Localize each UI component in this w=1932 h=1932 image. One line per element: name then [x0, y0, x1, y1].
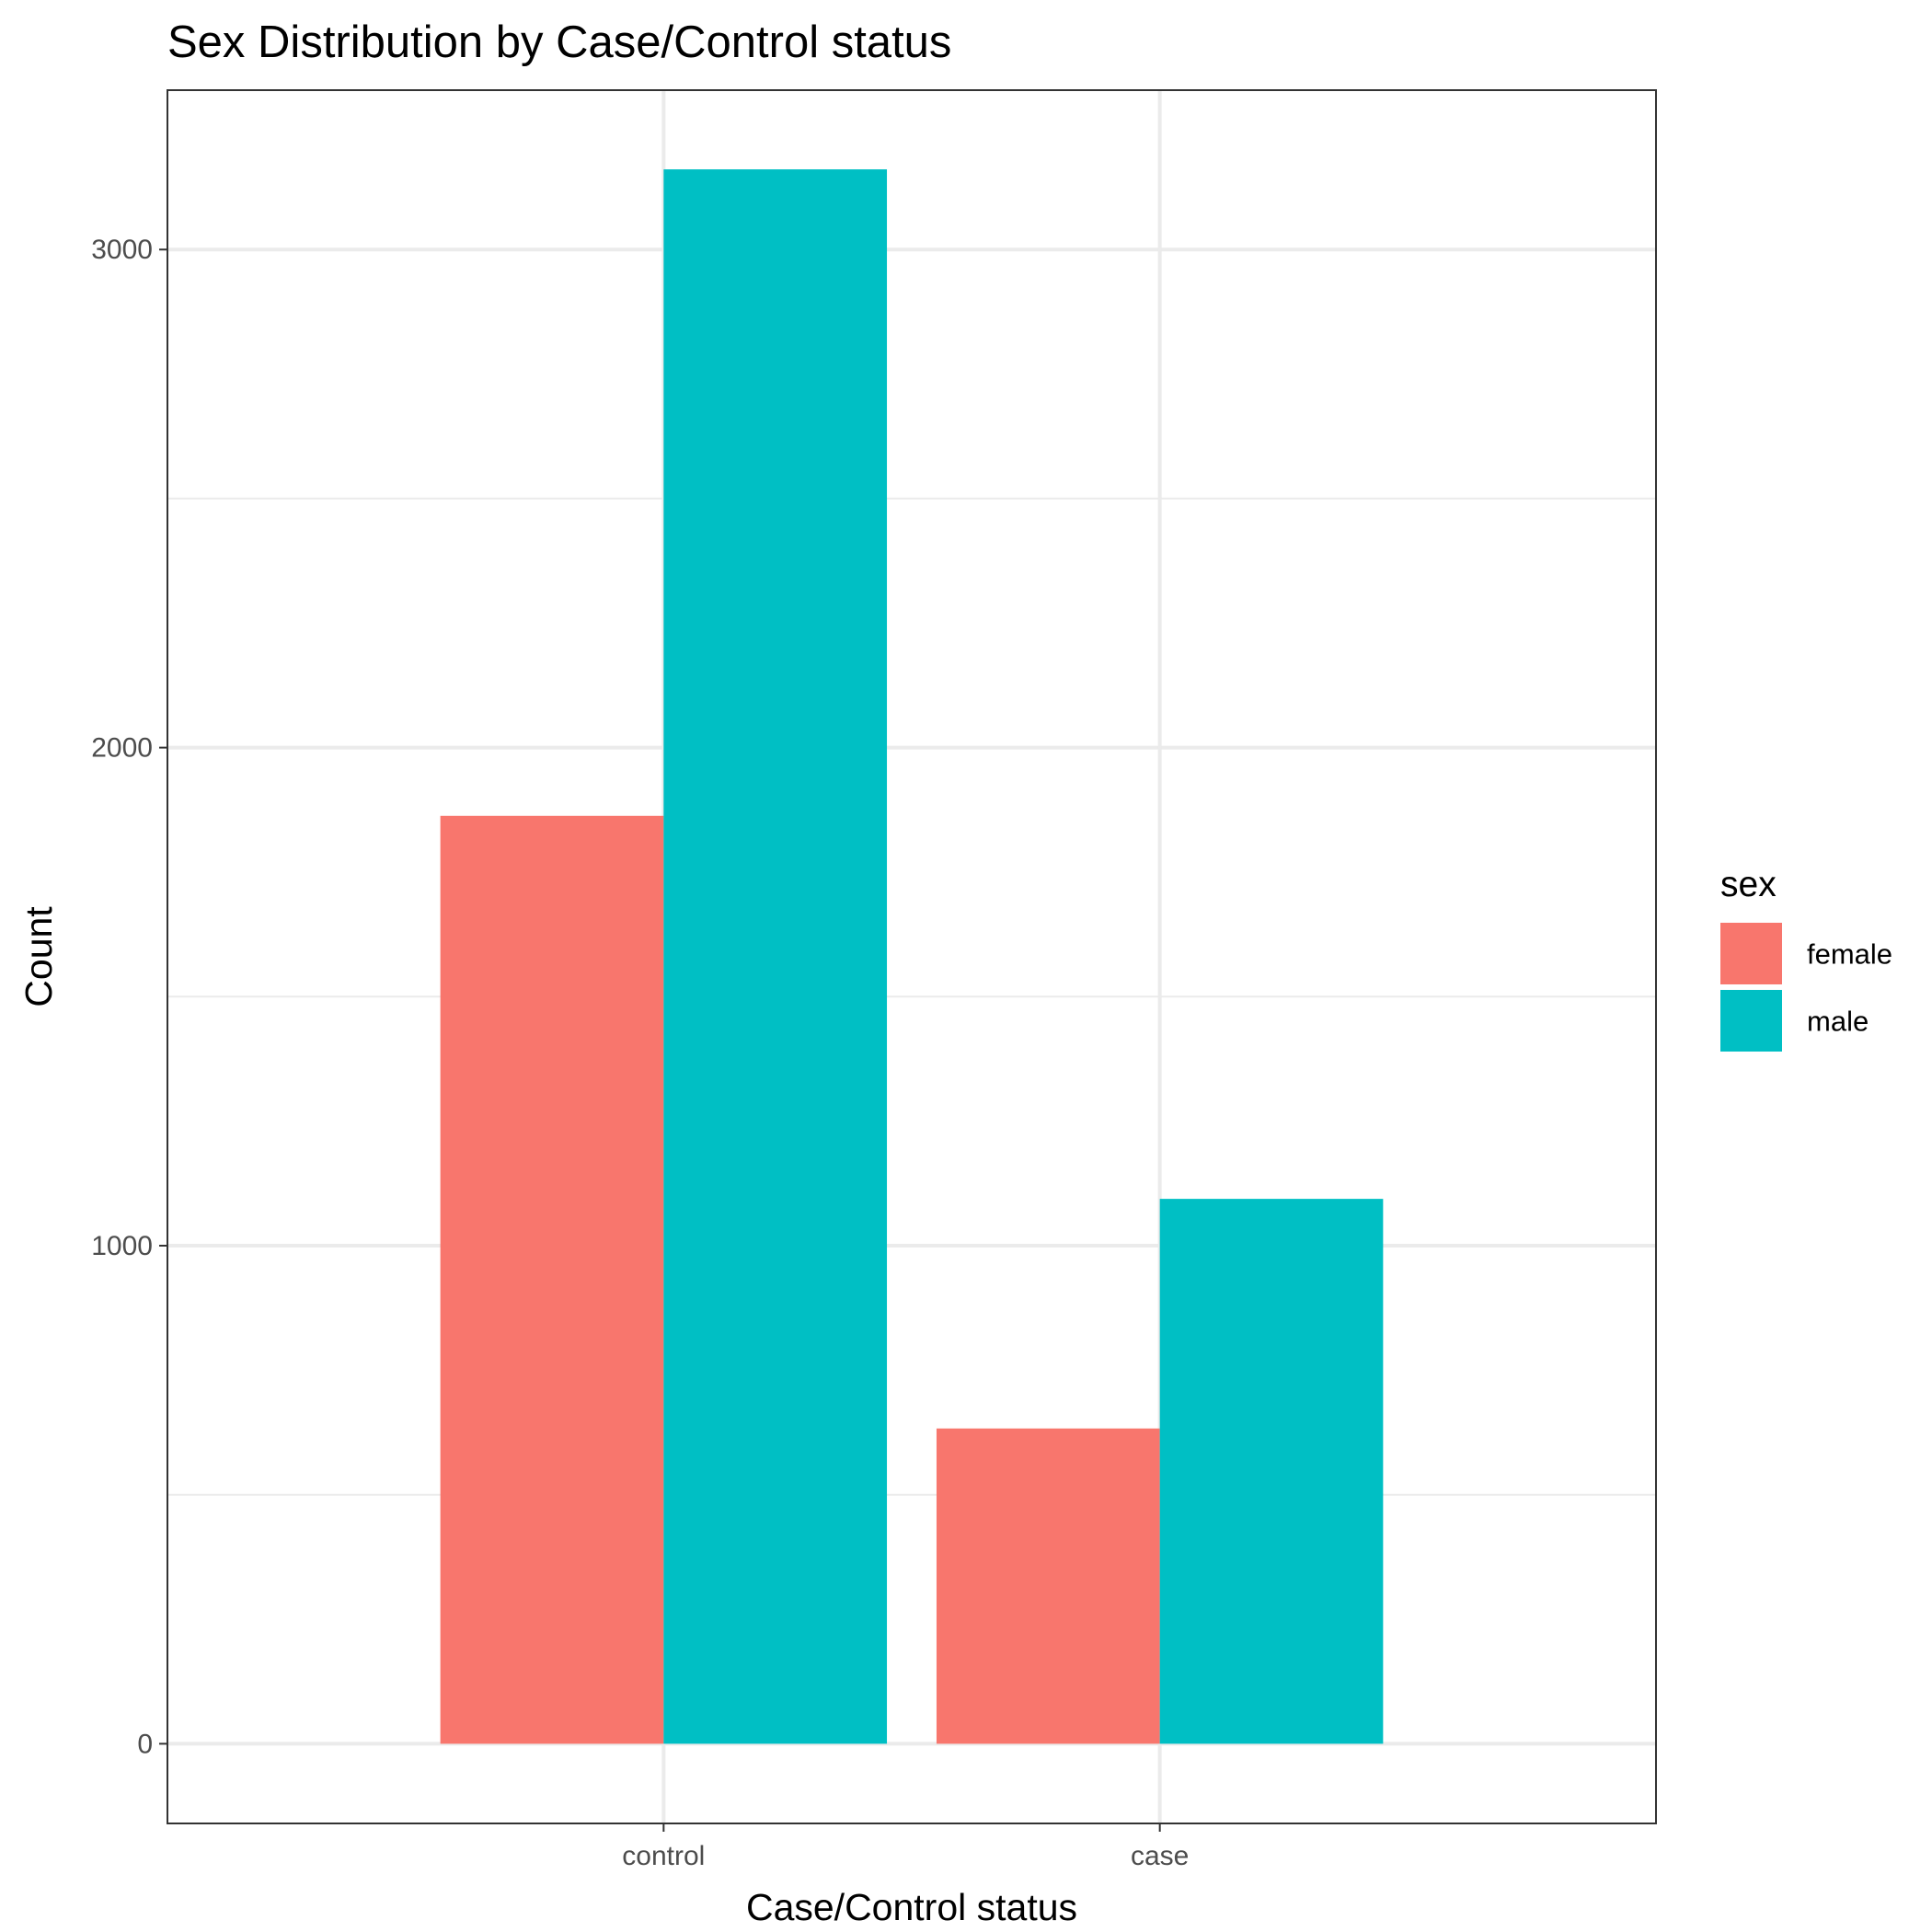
legend-label-male: male	[1807, 1006, 1869, 1038]
legend: sex female male	[1720, 865, 1892, 1052]
legend-label-female: female	[1807, 938, 1892, 971]
y-tick-label: 2000	[91, 733, 153, 764]
axes: 0 1000 2000 3000 control case	[91, 235, 1189, 1871]
y-tick-label: 1000	[91, 1231, 153, 1261]
bar-control-male	[663, 169, 888, 1744]
y-tick-label: 3000	[91, 235, 153, 265]
bars	[440, 169, 1384, 1744]
bar-case-male	[1159, 1199, 1384, 1744]
legend-title: sex	[1720, 865, 1777, 904]
y-tick-label: 0	[137, 1729, 153, 1759]
bar-case-female	[936, 1428, 1160, 1744]
x-tick-label-control: control	[622, 1841, 705, 1871]
x-tick-label-case: case	[1131, 1841, 1189, 1871]
legend-key-male	[1720, 990, 1782, 1052]
bar-control-female	[440, 815, 664, 1744]
x-axis-title: Case/Control status	[746, 1886, 1077, 1928]
y-axis-title: Count	[17, 906, 60, 1007]
chart-title: Sex Distribution by Case/Control status	[167, 17, 951, 67]
panel-border	[167, 89, 1657, 1824]
legend-key-female	[1720, 923, 1782, 984]
